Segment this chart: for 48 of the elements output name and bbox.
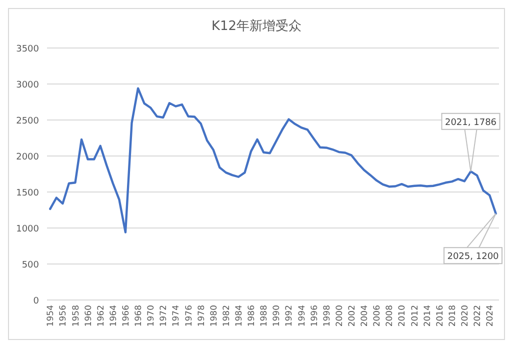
- x-tick-label: 1954: [46, 305, 56, 327]
- x-tick-label: 1968: [134, 305, 144, 327]
- x-tick-label: 2016: [435, 305, 446, 327]
- y-tick-label: 1000: [16, 224, 40, 234]
- annotation: 2025, 1200: [447, 252, 500, 262]
- x-tick-label: 1984: [234, 305, 244, 327]
- x-tick-label: 1958: [71, 305, 82, 327]
- x-tick-label: 1962: [96, 305, 106, 327]
- x-tick-label: 1974: [172, 305, 182, 327]
- x-tick-label: 1990: [272, 305, 282, 327]
- x-tick-label: 2024: [486, 305, 496, 327]
- x-tick-label: 2022: [473, 305, 484, 327]
- x-tick-label: 1970: [146, 305, 157, 327]
- y-tick-label: 500: [22, 260, 40, 270]
- x-tick-label: 1972: [159, 305, 170, 327]
- x-tick-label: 1982: [222, 305, 232, 327]
- y-tick-label: 3000: [16, 80, 40, 90]
- x-tick-label: 2012: [410, 305, 420, 327]
- x-tick-label: 1998: [322, 305, 332, 327]
- x-tick-label: 2000: [334, 305, 345, 327]
- x-tick-label: 2018: [448, 305, 458, 327]
- y-tick-label: 3500: [16, 44, 40, 54]
- x-tick-label: 1996: [310, 305, 320, 327]
- x-tick-label: 1960: [84, 305, 94, 327]
- x-tick-label: 1976: [184, 305, 194, 327]
- y-tick-label: 2000: [16, 152, 40, 162]
- y-tick-label: 2500: [16, 116, 40, 126]
- x-tick-label: 1992: [284, 305, 295, 327]
- x-tick-label: 1978: [196, 305, 207, 327]
- x-tick-label: 2006: [372, 305, 383, 327]
- x-tick-label: 1988: [260, 305, 270, 327]
- x-tick-label: 1966: [121, 305, 132, 327]
- x-tick-label: 1980: [209, 305, 220, 327]
- x-tick-label: 2010: [398, 305, 408, 327]
- x-tick-label: 1986: [247, 305, 258, 327]
- x-tick-label: 1964: [108, 305, 119, 327]
- x-tick-label: 2002: [347, 305, 358, 327]
- line-series: [49, 87, 497, 234]
- y-tick-label: 1500: [16, 188, 40, 198]
- x-tick-label: 1956: [58, 305, 69, 327]
- x-tick-label: 2020: [460, 305, 470, 327]
- chart-title: K12年新增受众: [211, 19, 302, 34]
- annotation: 2021, 1786: [444, 118, 497, 128]
- y-tick-label: 0: [33, 296, 40, 306]
- x-tick-label: 2008: [385, 305, 396, 327]
- x-tick-label: 2014: [422, 305, 433, 327]
- x-tick-label: 2004: [360, 305, 370, 327]
- x-tick-label: 1994: [297, 305, 308, 327]
